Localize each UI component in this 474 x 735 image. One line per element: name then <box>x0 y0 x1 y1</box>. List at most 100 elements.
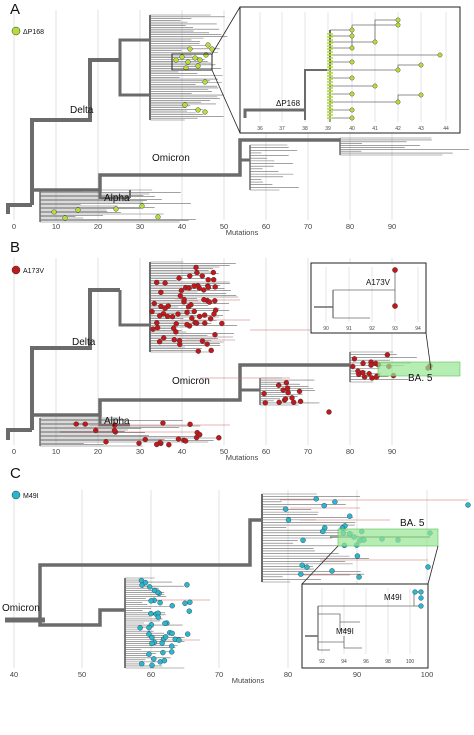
panel-c-marker <box>137 625 143 631</box>
panel-b-marker <box>210 277 217 283</box>
panel-b-marker <box>283 380 290 386</box>
panel-a-inset-marker <box>395 17 401 23</box>
panel-a-inset-marker <box>349 107 355 113</box>
panel-a-axis-ticks: 0 10 20 30 40 50 60 70 80 90 <box>12 222 396 231</box>
panel-b-marker <box>82 421 88 427</box>
panel-c-marker <box>332 499 338 505</box>
panel-b-marker <box>181 296 187 303</box>
branch <box>243 108 305 118</box>
panel-b-marker <box>111 427 118 434</box>
panel-b-tick-label: 80 <box>346 447 354 456</box>
panel-a-inset-label: ΔP168 <box>276 99 301 108</box>
panel-a-inset-marker <box>349 75 355 81</box>
panel-c-marker <box>300 537 306 544</box>
panel-a-inset-marker <box>418 62 424 68</box>
panel-b-marker <box>173 321 179 327</box>
panel-c-marker <box>146 584 153 590</box>
panel-a-clade-delta: Delta <box>70 105 94 116</box>
panel-b-marker <box>187 273 193 279</box>
panel-a-inset-marker <box>395 22 401 28</box>
panel-c-marker <box>146 631 152 637</box>
panel-c-marker <box>149 662 155 668</box>
panel-b-marker <box>384 352 391 358</box>
panel-b-marker <box>290 399 297 406</box>
panel-a-legend-label: ΔP168 <box>23 29 44 36</box>
panel-b-tick-label: 50 <box>220 447 228 456</box>
panel-b-marker <box>280 387 286 393</box>
panel-a-inset-tick-label: 36 <box>257 126 263 132</box>
panel-b-tick-label: 60 <box>262 447 270 456</box>
panel-b-marker <box>191 283 197 289</box>
panel-b-tick-label: 40 <box>178 447 186 456</box>
panel-b-marker <box>154 441 160 448</box>
panel-a-marker <box>185 59 191 65</box>
panel-a-marker <box>113 206 119 212</box>
panel-c-tick-label: 100 <box>421 670 434 679</box>
panel-b-inset-frame <box>310 262 427 334</box>
panel-b-marker <box>211 311 217 317</box>
panel-c-connector-right <box>427 545 439 585</box>
panel-b-marker <box>296 388 303 395</box>
panel-b-inset-tick-label: 91 <box>346 326 352 332</box>
branch <box>118 290 150 327</box>
panel-b-marker <box>282 396 289 402</box>
panel-c-tick-label: 90 <box>353 670 361 679</box>
panel-b-axis-title: Mutations <box>226 453 259 462</box>
panel-c-marker <box>169 603 175 609</box>
panel-a-inset-marker <box>395 67 401 73</box>
panel-a-inset-marker <box>395 99 401 105</box>
panel-b-inset-tick-label: 94 <box>415 326 421 332</box>
panel-c-connector-left <box>301 545 339 585</box>
panel-b-marker <box>204 341 210 347</box>
panel-b-marker <box>169 313 176 320</box>
panel-c-marker <box>151 656 157 662</box>
panel-b-marker <box>153 279 160 286</box>
panel-a-inset-marker <box>372 83 378 89</box>
panel-a-marker <box>139 203 145 209</box>
panel-b-inset-marker <box>392 303 398 309</box>
panel-a-inset-marker <box>437 52 443 58</box>
branch <box>118 60 150 97</box>
panel-b-marker <box>175 436 182 442</box>
panel-c-marker <box>162 620 168 627</box>
panel-b-axis-ticks: 0 10 20 30 40 50 60 70 80 90 <box>12 447 396 456</box>
panel-b-inset-marker <box>392 267 398 273</box>
panel-b-marker <box>165 303 171 309</box>
panel-c-letter: C <box>10 465 21 482</box>
panel-c-marker <box>298 571 304 577</box>
panel-c-axis-ticks: 40 50 60 70 80 90 100 <box>10 670 433 679</box>
panel-b-marker <box>164 313 171 320</box>
panel-b-marker <box>351 356 358 362</box>
panel-b-marker <box>201 297 207 303</box>
panel-a-marker <box>62 215 68 221</box>
panel-c-marker <box>139 660 145 667</box>
panel-b-ba5-label: BA. 5 <box>408 373 433 384</box>
panel-b-marker <box>176 275 182 281</box>
panel-c-tick-label: 40 <box>10 670 18 679</box>
panel-c-inset-tick-label: 94 <box>341 659 347 665</box>
panel-c-marker <box>354 553 361 559</box>
panel-b-marker <box>162 280 168 286</box>
panel-a-marker <box>205 42 211 48</box>
panel-b-ba5-box <box>377 361 461 377</box>
panel-a-inset-ticks: 36 37 38 39 40 41 42 43 44 <box>257 126 449 132</box>
panel-b-marker <box>261 390 267 397</box>
panel-a-clade-omicron: Omicron <box>152 153 190 164</box>
panel-b-tick-label: 10 <box>52 447 60 456</box>
panel-a-inset-tick-label: 37 <box>279 126 285 132</box>
panel-a-tick-label: 90 <box>388 222 396 231</box>
panel-a-inset-marker <box>418 92 424 98</box>
branch <box>30 58 120 205</box>
panel-b-marker <box>184 321 190 328</box>
panel-b-marker <box>186 285 192 291</box>
panel-a-tick-label: 70 <box>304 222 312 231</box>
panel-a-tree <box>6 14 470 223</box>
panel-b-tick-label: 20 <box>94 447 102 456</box>
branch <box>374 19 398 42</box>
panel-b-marker <box>160 420 166 426</box>
panel-b-marker <box>154 324 161 331</box>
panel-b-legend-label: A173V <box>23 268 44 275</box>
panel-b-marker <box>156 313 163 319</box>
panel-b-marker <box>149 308 155 315</box>
